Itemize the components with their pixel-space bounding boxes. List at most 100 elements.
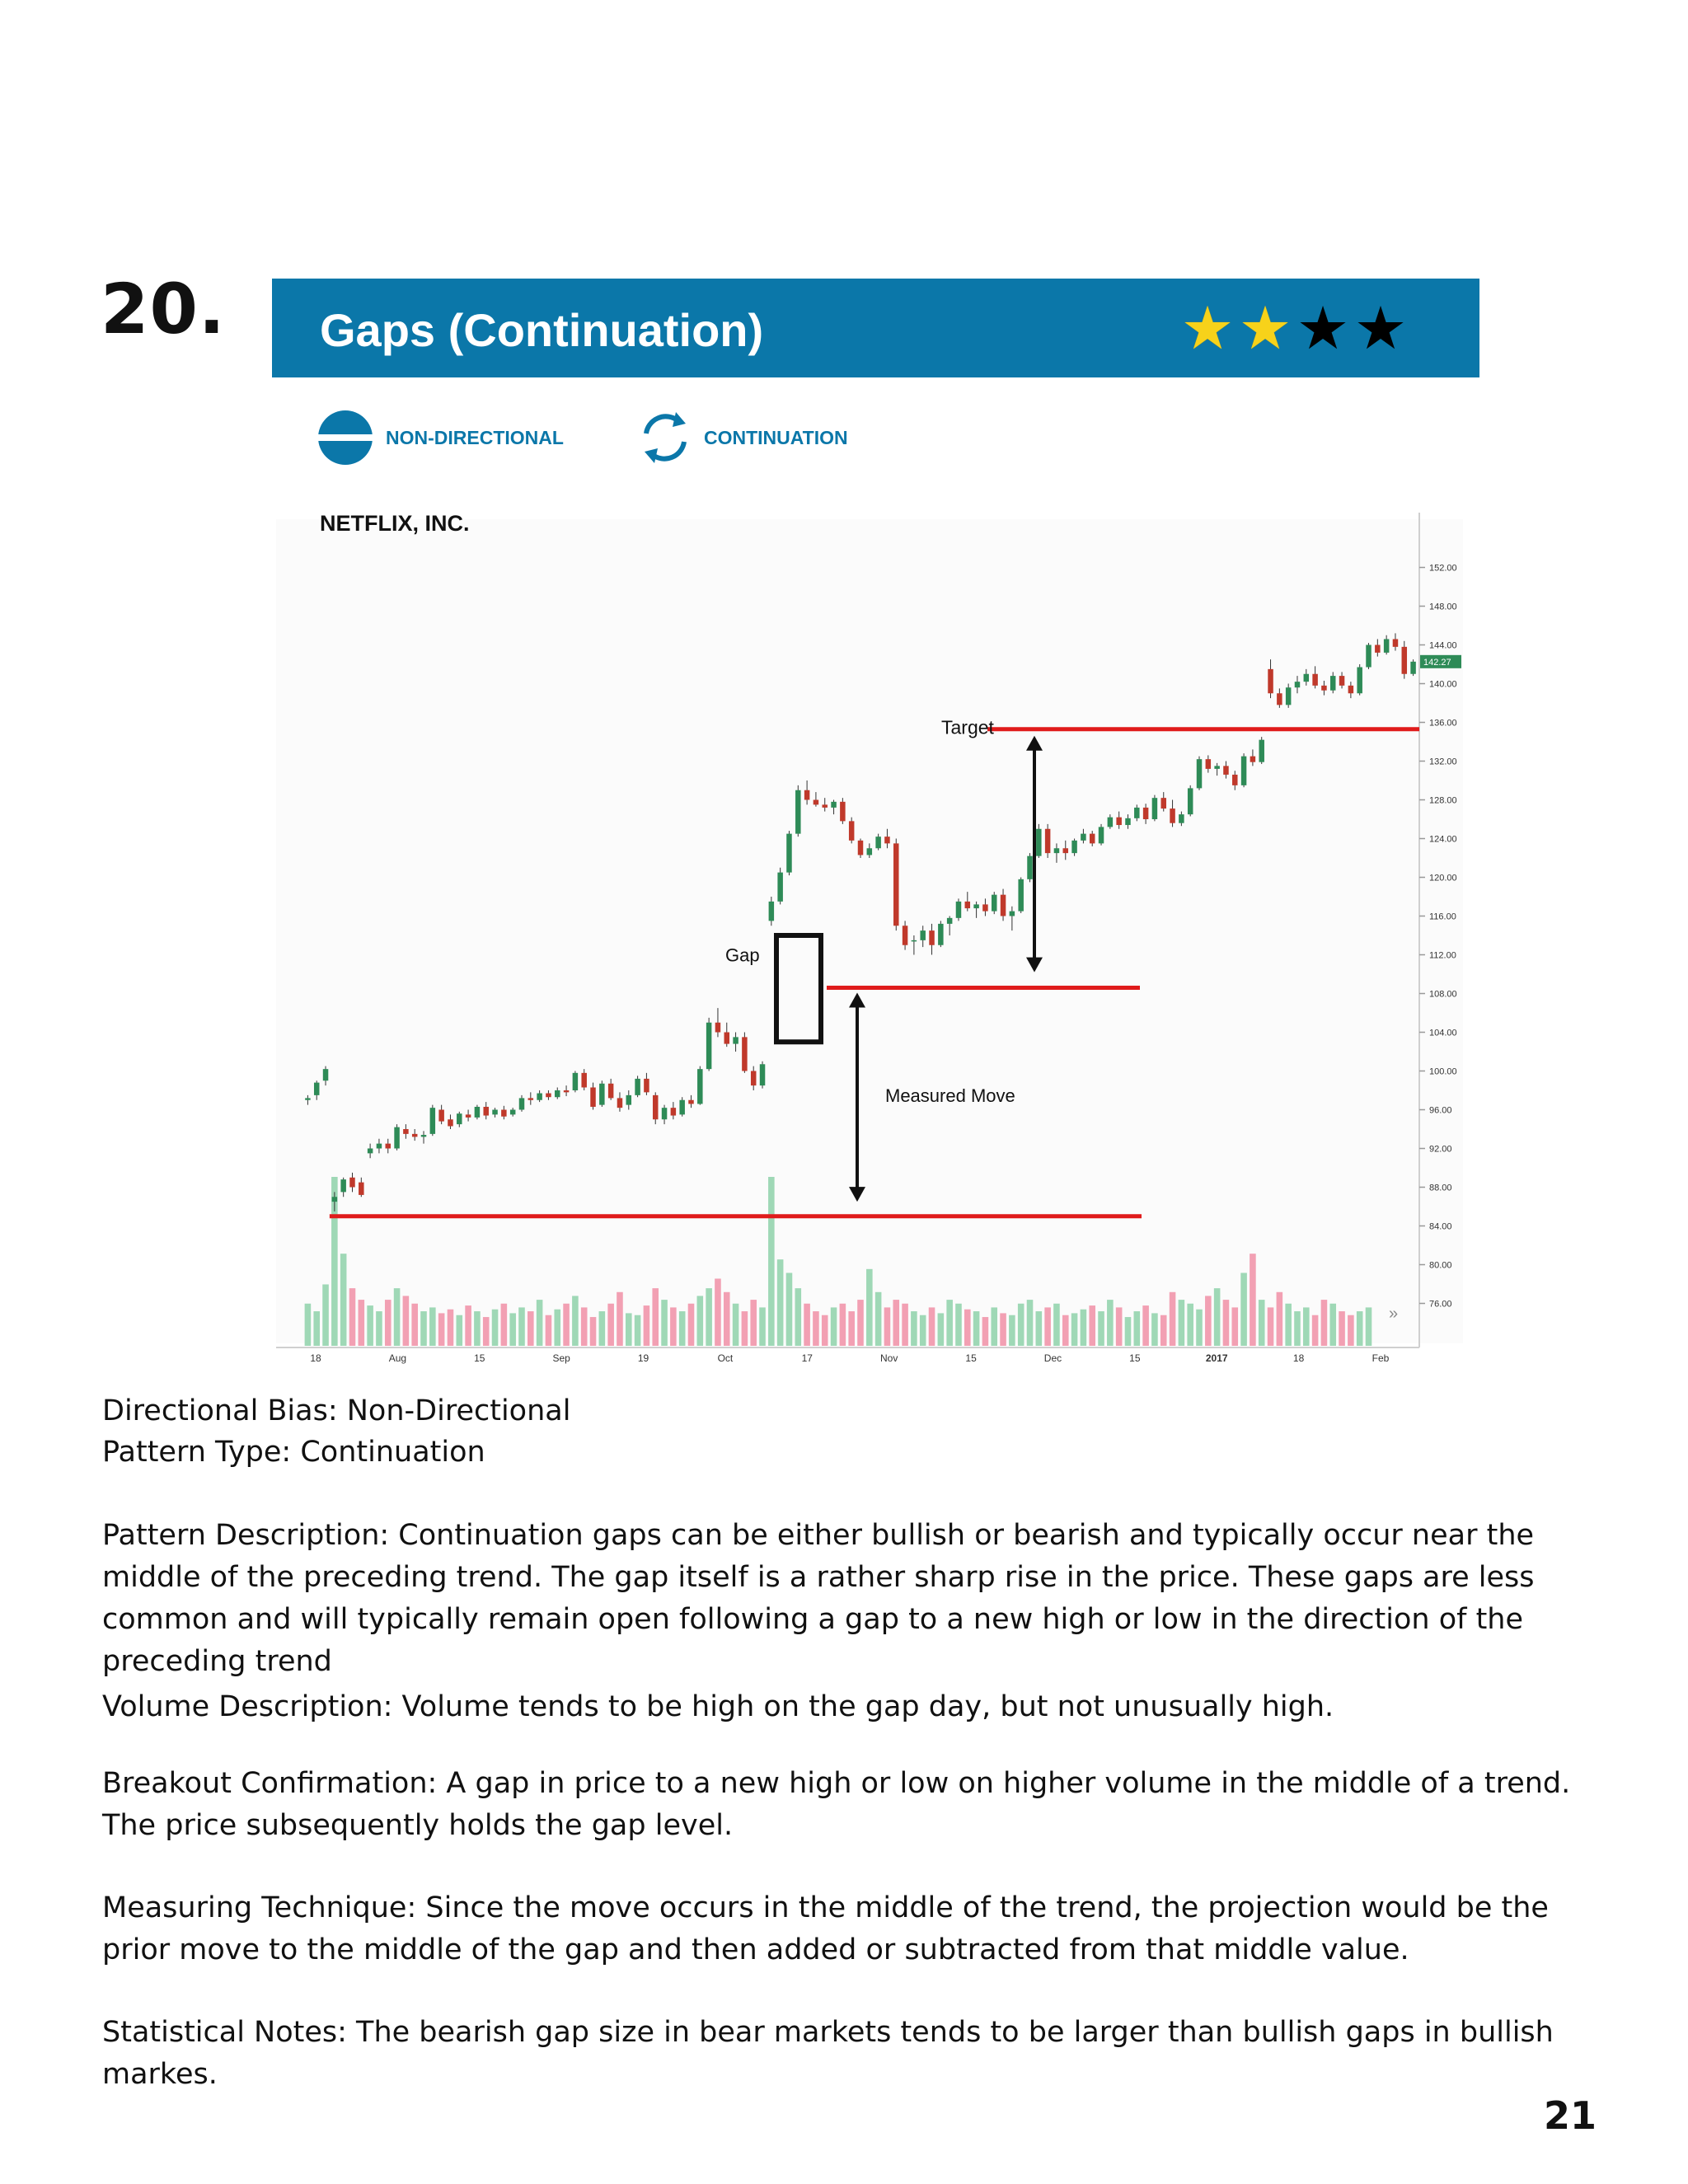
candle-body: [875, 837, 881, 849]
volume-bar: [804, 1303, 810, 1346]
volume-bar: [447, 1309, 454, 1346]
candle-body: [518, 1098, 525, 1110]
y-tick-label: 128.00: [1429, 796, 1457, 806]
x-tick-label: 17: [802, 1352, 814, 1364]
candle-body: [572, 1072, 579, 1090]
x-tick-label: Dec: [1044, 1352, 1062, 1364]
measured-move-arrow: [849, 992, 865, 1202]
volume-bar: [643, 1305, 650, 1346]
candle-body: [1214, 766, 1220, 769]
volume-bar: [1285, 1303, 1292, 1346]
candle-body: [1062, 848, 1069, 854]
volume-bar: [1187, 1303, 1193, 1346]
volume-bar: [402, 1296, 410, 1346]
volume-bar: [670, 1307, 677, 1346]
pattern-banner: Gaps (Continuation) ★★★★: [272, 279, 1479, 377]
volume-description-text: Volume Description: Volume tends to be h…: [102, 1690, 1334, 1723]
volume-bar: [991, 1307, 998, 1346]
directional-bias-text: Directional Bias: Non-Directional: [102, 1394, 571, 1427]
volume-bar: [1098, 1311, 1104, 1346]
candle-body: [403, 1129, 409, 1134]
candle-body: [429, 1108, 436, 1134]
x-tick-label: Aug: [389, 1352, 406, 1364]
pattern-type-text: Pattern Type: Continuation: [102, 1436, 485, 1469]
candle-body: [884, 837, 890, 844]
candle-body: [1089, 833, 1095, 844]
volume-bar: [545, 1315, 552, 1346]
volume-bar: [946, 1300, 953, 1346]
volume-bar: [1196, 1309, 1203, 1346]
candle-body: [1223, 766, 1229, 775]
x-tick-label: Nov: [880, 1352, 898, 1364]
candle-body: [1366, 644, 1372, 668]
volume-bar: [874, 1291, 882, 1346]
volume-bar: [1142, 1305, 1149, 1346]
volume-bar: [776, 1259, 784, 1346]
candle-body: [733, 1037, 738, 1044]
tag-bias-label: NON-DIRECTIONAL: [386, 427, 564, 448]
candle-body: [1018, 879, 1024, 912]
candle-body: [359, 1182, 364, 1195]
volume-bar: [1133, 1311, 1141, 1346]
volume-bar: [1365, 1307, 1372, 1346]
candle-body: [929, 930, 935, 945]
volume-bar: [830, 1307, 837, 1346]
volume-bar: [500, 1303, 508, 1346]
volume-bar: [1250, 1254, 1256, 1346]
volume-bar: [1258, 1300, 1265, 1346]
candle-body: [848, 821, 855, 841]
volume-bar: [1035, 1311, 1043, 1346]
candle-body: [991, 894, 997, 912]
x-tick-label: 15: [965, 1352, 977, 1364]
volume-bar: [563, 1303, 570, 1346]
volume-bar: [937, 1313, 945, 1346]
y-tick-label: 132.00: [1429, 757, 1457, 767]
circular-arrows-icon: [644, 412, 687, 463]
star-filled-icon: ★: [1238, 293, 1292, 363]
candle-body: [938, 923, 944, 945]
measured-move-label: Measured Move: [885, 1085, 1015, 1106]
candle-body: [831, 801, 837, 808]
candle-body: [1044, 828, 1051, 854]
candle-body: [537, 1093, 542, 1100]
candle-body: [528, 1098, 534, 1100]
x-tick-label: 19: [638, 1352, 649, 1364]
candle-body: [822, 804, 828, 808]
candle-body: [679, 1099, 685, 1115]
volume-bar: [768, 1177, 775, 1346]
volume-bar: [1169, 1291, 1176, 1346]
candle-body: [1187, 788, 1193, 815]
volume-bar: [572, 1296, 579, 1346]
volume-bar: [785, 1272, 793, 1346]
candle-body: [1125, 818, 1131, 826]
volume-bar: [1151, 1313, 1158, 1346]
candle-body: [1205, 759, 1212, 769]
candle-body: [1312, 673, 1318, 686]
candle-body: [492, 1109, 498, 1115]
volume-bar: [1107, 1300, 1114, 1346]
candle-body: [1170, 808, 1175, 823]
y-tick-label: 116.00: [1429, 912, 1456, 922]
volume-bar: [420, 1311, 427, 1346]
volume-bar: [313, 1311, 321, 1346]
candle-body: [1357, 667, 1362, 694]
volume-bar: [384, 1300, 392, 1346]
candle-body: [652, 1094, 659, 1120]
candle-body: [635, 1078, 640, 1095]
candle-body: [563, 1090, 570, 1093]
candle-body: [670, 1108, 677, 1116]
gap-label: Gap: [725, 945, 760, 966]
volume-bar: [1160, 1315, 1167, 1346]
y-tick-label: 136.00: [1429, 719, 1457, 729]
volume-bar: [884, 1307, 891, 1346]
volume-bar: [857, 1300, 864, 1346]
candle-body: [1250, 756, 1256, 762]
volume-bar: [928, 1307, 935, 1346]
candle-body: [768, 901, 775, 921]
y-tick-label: 76.00: [1429, 1300, 1452, 1310]
candle-body: [1179, 814, 1184, 823]
candle-body: [697, 1069, 703, 1104]
candle-body: [911, 940, 917, 942]
candle-body: [555, 1090, 560, 1098]
volume-bar: [528, 1311, 534, 1346]
